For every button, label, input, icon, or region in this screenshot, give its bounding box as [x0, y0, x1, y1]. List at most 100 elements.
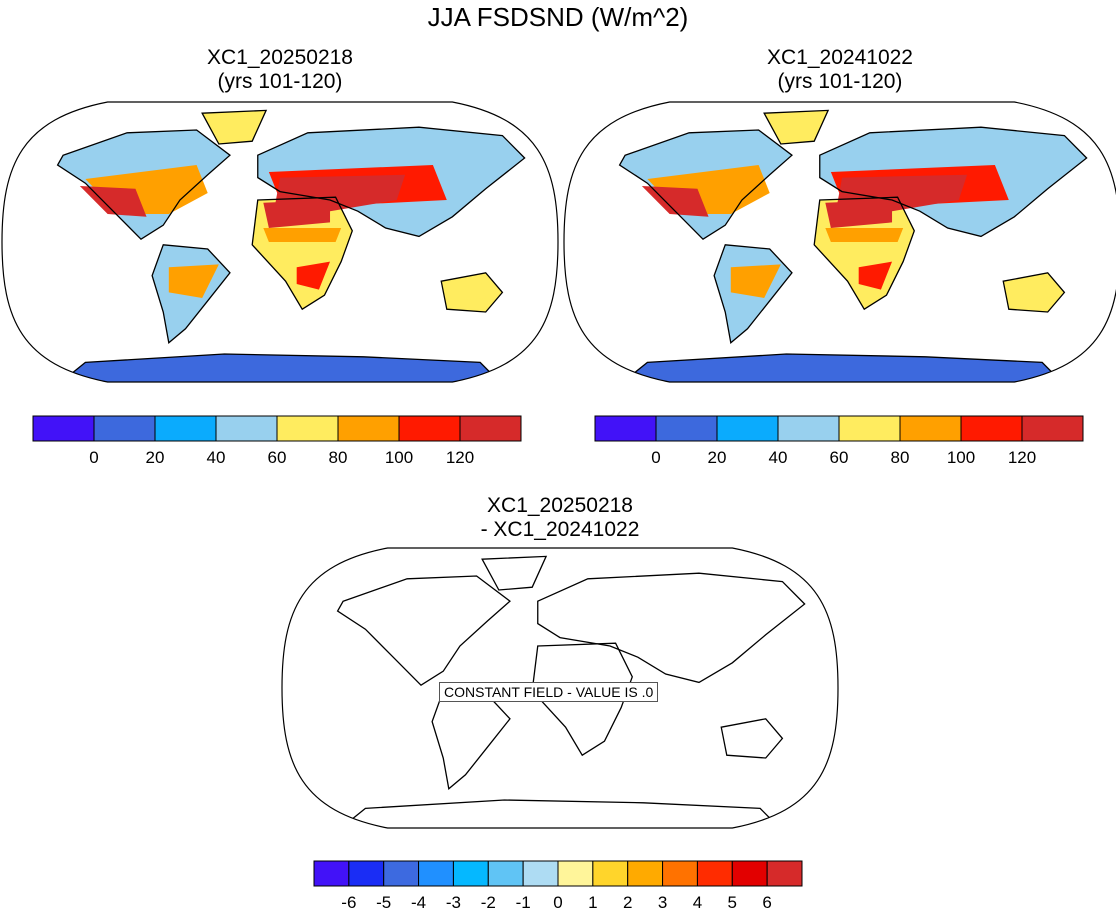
- colorbar-box: [93, 415, 156, 442]
- panel1-title-line2: (yrs 101-120): [217, 70, 343, 93]
- colorbar-tick-label: 100: [385, 448, 413, 467]
- colorbar-box: [276, 415, 339, 442]
- difference-map: [335, 555, 806, 828]
- panel2-title: XC1_20241022 (yrs 101-120): [660, 46, 1020, 94]
- colorbar-box: [459, 415, 522, 442]
- coastline-greenland: [481, 555, 548, 591]
- map-region: [858, 261, 893, 290]
- map-region: [836, 174, 968, 212]
- colorbar-box: [960, 415, 1023, 442]
- colorbar-tick-label: -5: [376, 893, 391, 909]
- map-region: [446, 278, 486, 301]
- map-region: [168, 264, 219, 298]
- colorbar-tick-label: -4: [411, 893, 426, 909]
- map-border-1: [1, 101, 559, 383]
- colorbar-tick-label: 40: [769, 448, 788, 467]
- map-region: [764, 110, 829, 144]
- colorbar-box: [32, 415, 95, 442]
- colorbar-tick-label: -1: [516, 893, 531, 909]
- colorbar-tick-label: 5: [728, 893, 737, 909]
- colorbar-tick-label: 40: [207, 448, 226, 467]
- panel3-title: XC1_20250218 - XC1_20241022: [380, 494, 740, 542]
- coastline-africa: [251, 196, 353, 311]
- colorbar-tick-label: 80: [891, 448, 910, 467]
- coastline-eurasia: [819, 126, 1088, 238]
- coastline-africa: [813, 196, 915, 311]
- colorbar-box: [313, 860, 350, 887]
- colorbar-tick-label: -6: [341, 893, 356, 909]
- panel3-title-line1: XC1_20250218: [487, 494, 633, 517]
- colorbar-box: [662, 860, 698, 887]
- coastline-australia: [1002, 272, 1066, 313]
- panel2-title-line2: (yrs 101-120): [777, 70, 903, 93]
- map-border-3: [281, 547, 839, 829]
- coastline-greenland: [201, 109, 268, 145]
- reference-colorbar: 0 20 40 60 80 100 120: [594, 415, 1084, 467]
- colorbar-box: [594, 415, 657, 442]
- colorbar-box: [215, 415, 278, 442]
- colorbar-box: [1021, 415, 1084, 442]
- colorbar-tick-label: -2: [481, 893, 496, 909]
- reference-map: [617, 109, 1088, 382]
- map-region: [296, 261, 331, 290]
- colorbar-box: [731, 860, 768, 887]
- panel1-title: XC1_20250218 (yrs 101-120): [100, 46, 460, 94]
- colorbar-tick-label: 20: [146, 448, 165, 467]
- colorbar-box: [154, 415, 217, 442]
- colorbar-tick-label: 3: [658, 893, 667, 909]
- colorbar-box: [777, 415, 840, 442]
- colorbar-box: [838, 415, 901, 442]
- colorbar-tick-label: 100: [947, 448, 975, 467]
- colorbar-box: [348, 860, 385, 887]
- colorbar-tick-label: -3: [446, 893, 461, 909]
- coastline-southAmerica: [431, 690, 511, 791]
- coastline-antarctica: [617, 353, 1066, 382]
- panel3-title-line2: - XC1_20241022: [480, 518, 640, 541]
- difference-colorbar: -6 -5 -4 -3 -2 -1 0 1 2 3 4 5 6: [313, 860, 803, 909]
- map-region: [57, 354, 503, 382]
- panel2-title-line1: XC1_20241022: [767, 46, 913, 69]
- panel1-title-line1: XC1_20250218: [207, 46, 353, 69]
- map-border-2: [563, 101, 1116, 383]
- coastline-southAmerica: [713, 244, 793, 345]
- colorbar-box: [383, 860, 420, 887]
- colorbar-box: [337, 415, 400, 442]
- map-region: [1008, 278, 1048, 301]
- colorbar-tick-label: 120: [446, 448, 474, 467]
- colorbar-tick-label: 4: [693, 893, 702, 909]
- colorbar-tick-label: 6: [762, 893, 771, 909]
- colorbar-box: [398, 415, 461, 442]
- colorbar-tick-label: 0: [553, 893, 562, 909]
- coastline-australia: [440, 272, 504, 313]
- coastline-northAmerica: [336, 575, 511, 687]
- map-region: [825, 228, 904, 242]
- map-region: [263, 228, 342, 242]
- map-region: [274, 174, 406, 212]
- model-colorbar: 0 20 40 60 80 100 120: [32, 415, 522, 467]
- coastline-southAmerica: [151, 244, 231, 345]
- colorbar-box: [766, 860, 803, 887]
- colorbar-tick-label: 0: [651, 448, 660, 467]
- colorbar-box: [522, 860, 559, 887]
- coastline-northAmerica: [56, 129, 231, 241]
- colorbar-tick-label: 80: [329, 448, 348, 467]
- model-map: [55, 109, 526, 382]
- coastline-greenland: [763, 109, 830, 145]
- coastline-northAmerica: [618, 129, 793, 241]
- colorbar-tick-label: 120: [1008, 448, 1036, 467]
- coastline-eurasia: [537, 572, 806, 684]
- coastline-australia: [720, 718, 784, 759]
- colorbar-tick-label: 60: [830, 448, 849, 467]
- colorbar-box: [899, 415, 962, 442]
- figure-title: JJA FSDSND (W/m^2): [427, 2, 689, 32]
- coastline-eurasia: [257, 126, 526, 238]
- colorbar-box: [557, 860, 594, 887]
- map-region: [202, 110, 267, 144]
- colorbar-box: [452, 860, 489, 887]
- coastline-antarctica: [335, 799, 784, 828]
- colorbar-tick-label: 0: [89, 448, 98, 467]
- colorbar-box: [487, 860, 524, 887]
- colorbar-box: [418, 860, 454, 887]
- colorbar-tick-label: 1: [588, 893, 597, 909]
